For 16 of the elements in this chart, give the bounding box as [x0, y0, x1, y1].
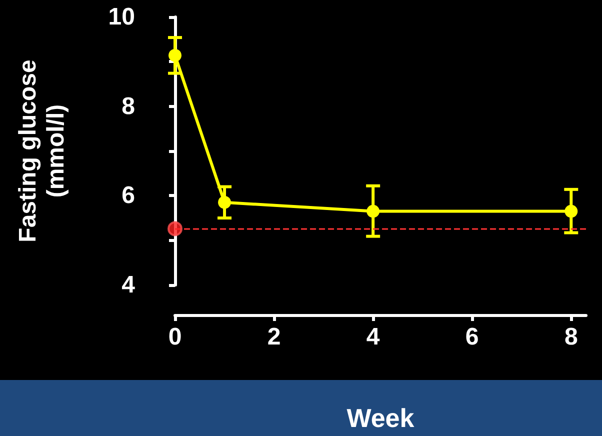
x-tick-label: 4 — [366, 324, 380, 350]
point — [564, 204, 578, 218]
x-axis-title: Week — [346, 403, 415, 433]
x-tick-label: 0 — [168, 324, 182, 350]
point — [168, 48, 182, 62]
y-tick-label: 10 — [108, 4, 135, 30]
x-tick-label: 2 — [267, 324, 281, 350]
point — [366, 204, 380, 218]
y-tick-label: 4 — [122, 272, 136, 298]
y-axis-title: Fasting glucose (mmol/l) — [14, 60, 70, 242]
x-tick-label: 8 — [564, 324, 578, 350]
x-tick-label: 6 — [465, 324, 479, 350]
point — [168, 221, 182, 236]
point — [218, 196, 232, 209]
y-tick-label: 8 — [122, 92, 135, 120]
y-tick-label: 6 — [122, 182, 135, 210]
